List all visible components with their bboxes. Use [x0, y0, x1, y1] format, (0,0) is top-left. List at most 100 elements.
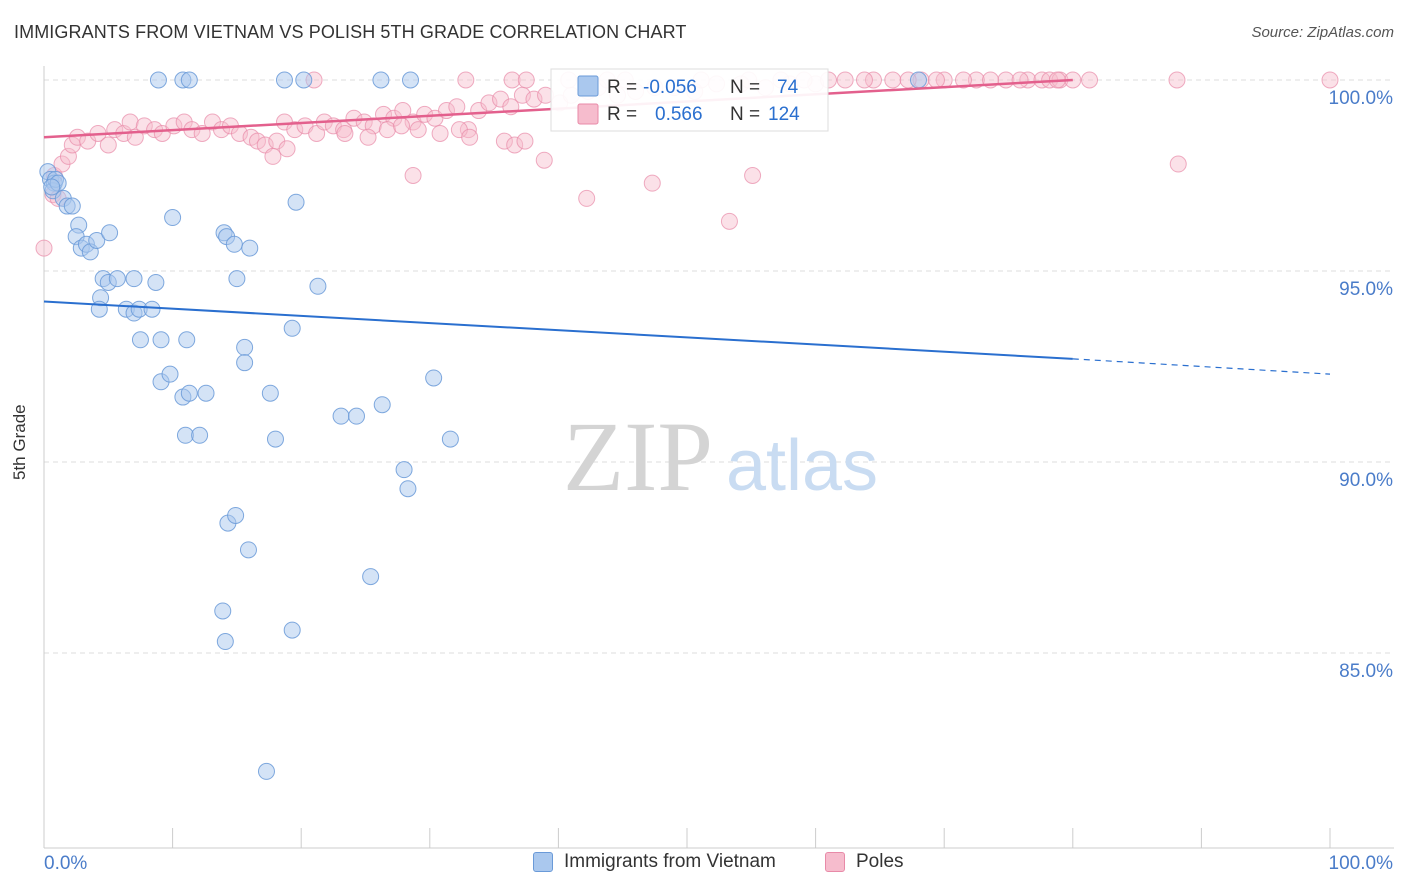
poles-point	[1169, 155, 1187, 173]
poles-point	[448, 98, 466, 116]
poles-point	[409, 121, 427, 139]
chart-title: IMMIGRANTS FROM VIETNAM VS POLISH 5TH GR…	[14, 22, 687, 42]
poles-point	[457, 71, 475, 89]
vietnam-point	[441, 430, 459, 448]
vietnam-trend-line	[43, 300, 1073, 360]
poles-point	[884, 71, 902, 89]
vietnam-point	[125, 270, 143, 288]
x-tick-label-min: 0.0%	[44, 853, 87, 874]
vietnam-point	[236, 338, 254, 356]
poles-point	[517, 71, 535, 89]
vietnam-point	[373, 396, 391, 414]
vietnam-point	[261, 384, 279, 402]
poles-point	[393, 117, 411, 135]
watermark-zip: ZIP	[563, 401, 713, 512]
poles-point	[578, 189, 596, 207]
poles-point	[855, 71, 873, 89]
poles-point	[516, 132, 534, 150]
poles-point	[495, 132, 513, 150]
vietnam-point	[180, 384, 198, 402]
vietnam-point	[399, 480, 417, 498]
poles-point	[431, 124, 449, 142]
vietnam-point	[309, 277, 327, 295]
vietnam-points	[39, 71, 927, 780]
vietnam-point	[101, 224, 119, 242]
poles-point	[336, 124, 354, 142]
x-tick-label-max: 100.0%	[1329, 853, 1394, 874]
poles-point	[997, 71, 1015, 89]
vietnam-point	[283, 621, 301, 639]
legend-n-value: 74	[777, 77, 799, 98]
legend-label-poles: Poles	[856, 851, 904, 872]
legend-r-value: 0.566	[655, 104, 703, 125]
poles-point	[286, 121, 304, 139]
legend-item-vietnam[interactable]: Immigrants from Vietnam	[533, 851, 776, 873]
legend-swatch-poles	[825, 852, 845, 872]
poles-point	[1011, 71, 1029, 89]
vietnam-point	[287, 193, 305, 211]
y-tick-label: 85.0%	[1339, 661, 1393, 682]
grid-lines	[44, 79, 1394, 654]
poles-point	[99, 136, 117, 154]
poles-point	[135, 117, 153, 135]
vietnam-point	[295, 71, 313, 89]
watermark-atlas: atlas	[726, 426, 878, 506]
legend-item-poles[interactable]: Poles	[825, 851, 904, 873]
poles-point	[345, 109, 363, 127]
poles-point	[864, 71, 882, 89]
poles-point	[927, 71, 945, 89]
vietnam-point	[108, 270, 126, 288]
legend-r-value: -0.056	[643, 77, 697, 98]
poles-point	[248, 132, 266, 150]
vietnam-point	[239, 541, 257, 559]
vietnam-point	[372, 71, 390, 89]
correlation-legend: R = -0.056 N = 74 R = 0.566 N = 124	[550, 68, 829, 132]
vietnam-point	[161, 365, 179, 383]
y-tick-label: 95.0%	[1339, 279, 1393, 300]
vietnam-point	[257, 762, 275, 780]
legend-swatch-vietnam	[577, 75, 599, 97]
poles-point	[461, 128, 479, 146]
poles-point	[506, 136, 524, 154]
vietnam-point	[362, 568, 380, 586]
y-tick-label: 90.0%	[1339, 470, 1393, 491]
y-tick-label: 100.0%	[1329, 88, 1394, 109]
poles-point	[378, 121, 396, 139]
vietnam-point	[197, 384, 215, 402]
poles-point	[68, 128, 86, 146]
poles-point	[503, 71, 521, 89]
legend-r-label: R =	[607, 77, 637, 98]
poles-point	[643, 174, 661, 192]
legend-swatch-poles	[577, 103, 599, 125]
poles-point	[416, 105, 434, 123]
vietnam-point	[266, 430, 284, 448]
poles-point	[535, 151, 553, 169]
poles-point	[404, 167, 422, 184]
vietnam-point	[88, 231, 106, 249]
legend-n-value: 124	[768, 104, 800, 125]
vietnam-point	[225, 235, 243, 253]
vietnam-point	[131, 331, 149, 349]
poles-point	[35, 239, 53, 257]
legend-r-label: R =	[607, 104, 637, 125]
vietnam-point	[191, 426, 209, 444]
vietnam-point	[43, 178, 61, 196]
poles-point	[359, 128, 377, 146]
vietnam-point	[347, 407, 365, 425]
poles-point	[121, 113, 139, 131]
vietnam-point	[216, 633, 234, 651]
poles-point	[720, 212, 738, 230]
poles-point	[1081, 71, 1099, 89]
poles-point	[836, 71, 854, 89]
vietnam-point	[178, 331, 196, 349]
watermark: ZIP atlas	[563, 401, 878, 512]
vietnam-point	[143, 300, 161, 318]
vietnam-point	[236, 354, 254, 372]
vietnam-point	[395, 461, 413, 479]
poles-point	[264, 147, 282, 165]
vietnam-trend-extension	[1072, 358, 1331, 375]
vietnam-point	[275, 71, 293, 89]
poles-point	[59, 147, 77, 165]
vietnam-point	[909, 71, 927, 89]
